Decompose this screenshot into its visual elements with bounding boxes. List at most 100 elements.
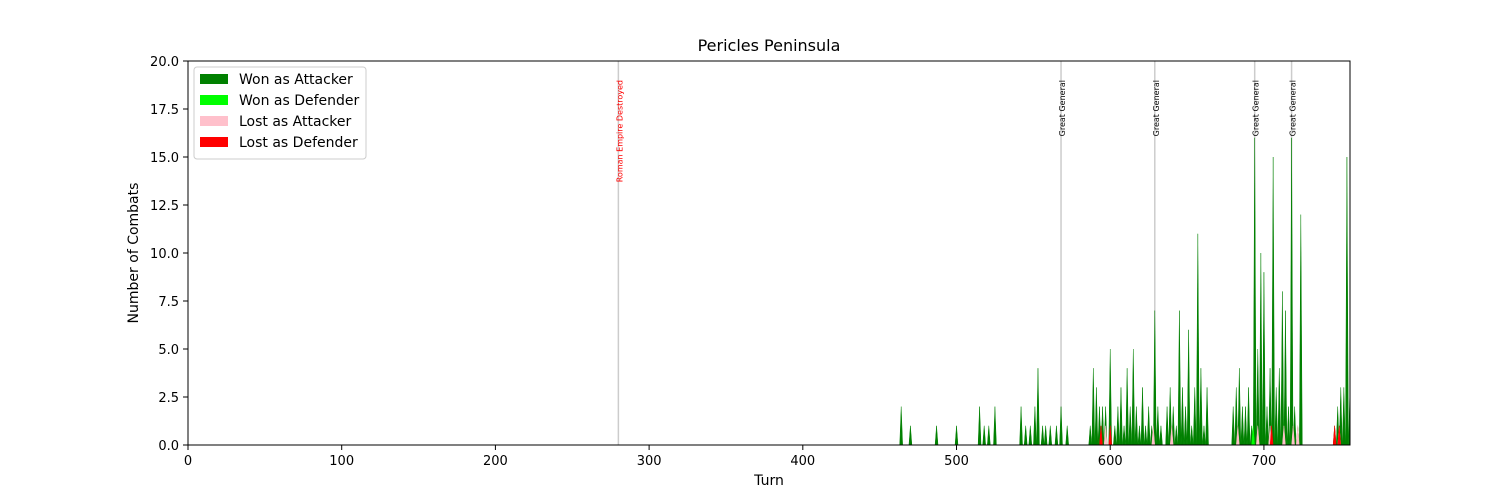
data-spike [908, 425, 913, 445]
data-spike [1237, 368, 1242, 445]
data-spike [1033, 406, 1037, 445]
data-spike [1125, 368, 1129, 445]
data-spike [1065, 425, 1069, 445]
data-spike [1151, 425, 1155, 445]
data-spike [1205, 387, 1209, 445]
x-axis-label: Turn [753, 473, 784, 489]
data-spike [1286, 406, 1291, 445]
data-spike [1234, 387, 1238, 445]
data-spike [1282, 425, 1286, 445]
data-spike [1283, 310, 1288, 445]
data-spike [1265, 406, 1269, 445]
data-spike [1252, 137, 1257, 445]
data-spike [1174, 425, 1179, 445]
data-spike [1168, 387, 1172, 445]
series-group [899, 137, 1350, 445]
data-spike [1280, 291, 1285, 445]
data-spike [1159, 425, 1163, 445]
x-tick-label: 400 [790, 454, 815, 469]
data-spike [982, 425, 986, 445]
series-lost-as-defender [1099, 425, 1341, 445]
data-spike [1143, 425, 1148, 445]
data-spike [1183, 406, 1188, 445]
data-spike [1028, 425, 1033, 445]
data-spike [1108, 348, 1112, 445]
data-spike [1040, 425, 1045, 445]
data-spike [1196, 233, 1200, 445]
data-spike [1180, 387, 1185, 445]
series-won-as-defender [1251, 425, 1255, 445]
x-tick-label: 300 [637, 454, 662, 469]
annotation-label: Great General [1058, 80, 1067, 136]
legend-label: Won as Defender [239, 93, 360, 109]
data-spike [1088, 425, 1092, 445]
data-spike [1043, 425, 1048, 445]
y-tick-label: 17.5 [150, 103, 179, 118]
annotation-label: Great General [1152, 80, 1161, 136]
data-spike [1202, 425, 1206, 445]
legend-label: Lost as Defender [239, 135, 358, 151]
data-spike [1186, 329, 1191, 445]
data-spike [1256, 425, 1260, 445]
x-tick-label: 600 [1098, 454, 1123, 469]
data-spike [1236, 425, 1240, 445]
data-spike [1240, 406, 1245, 445]
data-spike [1199, 368, 1203, 445]
chart-title: Pericles Peninsula [698, 36, 841, 55]
legend-label: Won as Attacker [239, 72, 353, 88]
data-spike [1137, 425, 1142, 445]
data-spike [1054, 425, 1059, 445]
y-tick-label: 12.5 [150, 199, 179, 214]
data-spike [1048, 425, 1052, 445]
x-tick-label: 500 [944, 454, 969, 469]
legend: Won as Attacker Won as Defender Lost as At… [193, 66, 367, 160]
annotation-group: Roman Empire Destroyed Great General Great… [615, 61, 1298, 445]
data-spike [1091, 368, 1096, 445]
data-spike [1019, 406, 1023, 445]
data-spike [1251, 425, 1255, 445]
data-spike [1119, 387, 1123, 445]
y-tick-label: 5.0 [158, 343, 179, 358]
data-spike [1140, 387, 1145, 445]
data-spike [977, 406, 982, 445]
data-spike [1193, 387, 1197, 445]
data-spike [1339, 387, 1343, 445]
data-spike [1231, 406, 1235, 445]
y-tick-label: 10.0 [150, 247, 179, 262]
data-spike [1108, 425, 1112, 445]
data-spike [1131, 348, 1135, 445]
plot-area: Roman Empire Destroyed Great General Great… [150, 55, 1351, 469]
y-axis-label: Number of Combats [126, 183, 142, 324]
legend-swatch [200, 95, 228, 105]
legend-box [193, 66, 367, 160]
data-spike [1122, 425, 1126, 445]
data-spike [1177, 310, 1182, 445]
data-spike [899, 406, 903, 445]
data-spike [1116, 406, 1120, 445]
data-spike [1269, 425, 1274, 445]
data-spike [934, 425, 939, 445]
data-spike [1342, 387, 1346, 445]
annotation-label: Great General [1289, 80, 1298, 136]
data-spike [987, 425, 991, 445]
annotation-label: Great General [1252, 80, 1261, 136]
data-spike [1268, 368, 1272, 445]
series-won-as-attacker [899, 137, 1350, 445]
annotation-label: Roman Empire Destroyed [615, 80, 624, 182]
legend-swatch [200, 74, 228, 84]
data-spike [1277, 368, 1282, 445]
data-spike [1099, 425, 1103, 445]
data-spike [1128, 406, 1132, 445]
data-spike [1299, 214, 1303, 445]
legend-swatch [200, 116, 228, 126]
data-spike [1296, 425, 1300, 445]
data-spike [1023, 425, 1028, 445]
y-tick-label: 0.0 [158, 439, 179, 454]
data-spike [1059, 406, 1063, 445]
data-spike [1345, 156, 1349, 445]
data-spike [954, 425, 959, 445]
data-spike [1332, 425, 1337, 445]
data-spike [1146, 406, 1151, 445]
data-spike [1153, 310, 1157, 445]
data-spike [1036, 368, 1040, 445]
